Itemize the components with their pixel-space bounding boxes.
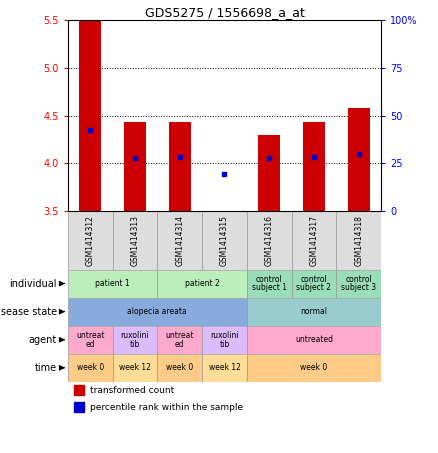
Text: week 0: week 0 <box>77 363 104 372</box>
Bar <box>113 211 157 270</box>
Bar <box>68 298 247 326</box>
Text: disease state: disease state <box>0 307 57 317</box>
Text: untreated: untreated <box>295 335 333 344</box>
Bar <box>68 354 113 382</box>
Text: GSM1414316: GSM1414316 <box>265 215 274 265</box>
Bar <box>157 326 202 354</box>
Bar <box>247 270 292 298</box>
Text: GSM1414318: GSM1414318 <box>354 215 363 265</box>
Bar <box>68 326 113 354</box>
Text: ruxolini
tib: ruxolini tib <box>121 331 149 348</box>
Text: week 12: week 12 <box>119 363 151 372</box>
Text: week 0: week 0 <box>166 363 193 372</box>
Bar <box>79 20 102 211</box>
Bar <box>336 270 381 298</box>
Bar <box>74 385 84 395</box>
Bar <box>157 211 202 270</box>
Bar <box>113 326 157 354</box>
Bar <box>68 211 113 270</box>
Text: GSM1414313: GSM1414313 <box>131 215 139 265</box>
Text: GSM1414315: GSM1414315 <box>220 215 229 265</box>
Bar <box>124 122 146 211</box>
Text: control
subject 1: control subject 1 <box>252 275 287 292</box>
Text: patient 1: patient 1 <box>95 279 130 288</box>
Bar <box>336 211 381 270</box>
Bar <box>347 108 370 211</box>
Title: GDS5275 / 1556698_a_at: GDS5275 / 1556698_a_at <box>145 6 304 19</box>
Bar <box>247 298 381 326</box>
Text: untreat
ed: untreat ed <box>76 331 105 348</box>
Bar <box>169 122 191 211</box>
Bar <box>247 326 381 354</box>
Bar <box>292 211 336 270</box>
Text: week 12: week 12 <box>208 363 240 372</box>
Text: week 0: week 0 <box>300 363 328 372</box>
Text: GSM1414312: GSM1414312 <box>86 215 95 265</box>
Text: untreat
ed: untreat ed <box>166 331 194 348</box>
Text: transformed count: transformed count <box>90 386 174 395</box>
Bar <box>247 211 292 270</box>
Bar <box>292 270 336 298</box>
Bar <box>303 122 325 211</box>
Text: time: time <box>35 363 57 373</box>
Text: agent: agent <box>28 335 57 345</box>
Text: individual: individual <box>9 279 57 289</box>
Bar <box>157 270 247 298</box>
Text: control
subject 2: control subject 2 <box>297 275 332 292</box>
Bar <box>258 135 280 211</box>
Bar <box>202 211 247 270</box>
Bar <box>247 354 381 382</box>
Bar <box>113 354 157 382</box>
Text: GSM1414317: GSM1414317 <box>310 215 318 265</box>
Text: percentile rank within the sample: percentile rank within the sample <box>90 403 243 412</box>
Text: alopecia areata: alopecia areata <box>127 307 187 316</box>
Bar <box>202 354 247 382</box>
Text: GSM1414314: GSM1414314 <box>175 215 184 265</box>
Text: control
subject 3: control subject 3 <box>341 275 376 292</box>
Bar <box>202 326 247 354</box>
Bar <box>74 402 84 413</box>
Text: patient 2: patient 2 <box>185 279 219 288</box>
Text: ruxolini
tib: ruxolini tib <box>210 331 239 348</box>
Bar <box>68 270 157 298</box>
Text: normal: normal <box>300 307 328 316</box>
Bar <box>157 354 202 382</box>
